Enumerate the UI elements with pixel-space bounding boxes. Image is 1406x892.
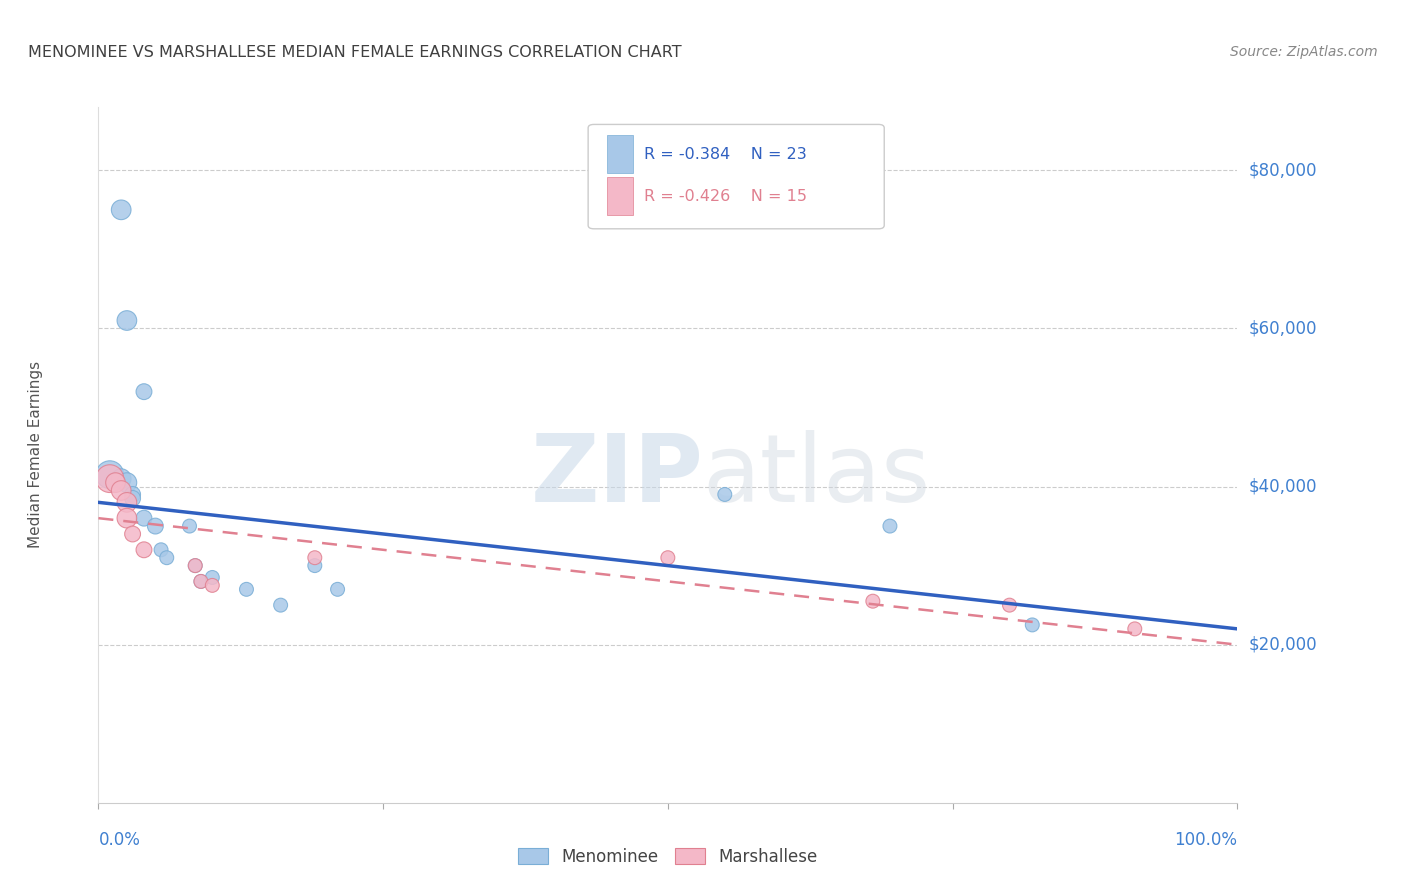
Text: R = -0.426    N = 15: R = -0.426 N = 15 [644,188,807,203]
Point [110,202,132,217]
Point [714,487,737,501]
Text: $40,000: $40,000 [1249,477,1317,496]
FancyBboxPatch shape [607,135,633,173]
Point [657,550,679,565]
Point [98,472,121,486]
Point [121,527,143,541]
FancyBboxPatch shape [588,124,884,229]
Point [145,519,167,533]
Point [132,384,155,399]
Point [121,491,143,506]
Text: 0.0%: 0.0% [98,830,141,848]
Point [150,542,173,557]
Point [115,313,138,327]
Point [115,495,138,509]
Point [104,475,127,490]
Point [201,578,224,592]
Point [110,483,132,498]
Text: $60,000: $60,000 [1249,319,1317,337]
Legend: Menominee, Marshallese: Menominee, Marshallese [513,843,823,871]
Text: Source: ZipAtlas.com: Source: ZipAtlas.com [1230,45,1378,59]
Text: atlas: atlas [702,430,931,522]
Point [121,487,143,501]
Point [190,574,212,589]
Point [862,594,884,608]
FancyBboxPatch shape [607,177,633,215]
Text: ZIP: ZIP [531,430,704,522]
Text: R = -0.384    N = 23: R = -0.384 N = 23 [644,147,807,161]
Point [98,467,121,482]
Point [235,582,257,597]
Point [879,519,901,533]
Point [1123,622,1146,636]
Point [304,558,326,573]
Point [156,550,179,565]
Point [184,558,207,573]
Text: $80,000: $80,000 [1249,161,1317,179]
Text: $20,000: $20,000 [1249,636,1317,654]
Point [179,519,201,533]
Text: MENOMINEE VS MARSHALLESE MEDIAN FEMALE EARNINGS CORRELATION CHART: MENOMINEE VS MARSHALLESE MEDIAN FEMALE E… [28,45,682,60]
Point [115,475,138,490]
Text: Median Female Earnings: Median Female Earnings [28,361,44,549]
Point [326,582,349,597]
Point [270,598,292,612]
Point [132,542,155,557]
Point [184,558,207,573]
Point [132,511,155,525]
Point [304,550,326,565]
Text: 100.0%: 100.0% [1174,830,1237,848]
Point [190,574,212,589]
Point [1021,618,1043,632]
Point [115,511,138,525]
Point [201,570,224,584]
Point [998,598,1021,612]
Point [110,472,132,486]
